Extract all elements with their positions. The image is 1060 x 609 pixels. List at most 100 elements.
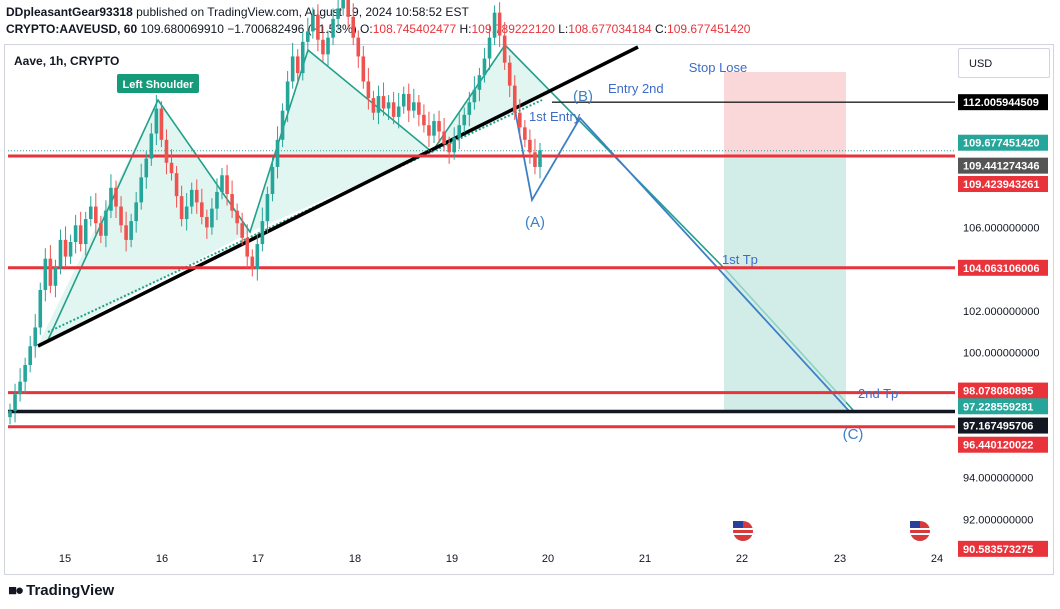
candle-body xyxy=(502,35,507,63)
candle-body xyxy=(341,0,345,9)
candle-body xyxy=(300,41,305,74)
close-label: C: xyxy=(655,22,668,36)
us-flag-icon-2 xyxy=(910,521,930,541)
candle-body xyxy=(134,202,138,222)
price-label-box xyxy=(958,259,1048,276)
candle-body xyxy=(396,106,401,117)
stop-zone xyxy=(724,72,846,155)
candle-body xyxy=(346,0,350,17)
candle-body xyxy=(523,127,527,140)
candle-body xyxy=(290,56,295,82)
candle-body xyxy=(159,108,164,140)
candle-body xyxy=(88,206,93,220)
candle-body xyxy=(205,216,209,228)
y-tick-label: 102.000000000 xyxy=(963,306,1039,318)
candle-body xyxy=(94,206,98,224)
high-value: 109.789222120 xyxy=(471,22,555,36)
candle-body xyxy=(422,114,426,126)
tradingview-logo[interactable]: ■● TradingView xyxy=(8,582,114,599)
x-tick-label: 16 xyxy=(156,553,168,565)
price-label-box xyxy=(958,382,1048,399)
candle-body xyxy=(512,85,517,113)
candle-body xyxy=(528,139,532,153)
candle-body xyxy=(311,14,315,32)
candle-body xyxy=(245,237,250,257)
chart-frame xyxy=(4,44,1054,575)
currency-button[interactable]: USD xyxy=(958,48,1050,78)
candle-body xyxy=(144,158,149,178)
x-tick-label: 24 xyxy=(931,553,943,565)
candle-body xyxy=(406,93,411,111)
candle-body xyxy=(18,381,22,395)
price-label-box xyxy=(958,398,1048,415)
price-label: 96.440120022 xyxy=(963,440,1033,452)
head-shoulders-outline xyxy=(47,43,854,411)
candle-body xyxy=(538,150,542,167)
candle-body xyxy=(189,189,194,207)
y-axis: 92.000000000 94.000000000 100.000000000 102… xyxy=(963,139,1039,526)
us-flag-icon-1 xyxy=(733,521,753,541)
candle-body xyxy=(13,394,17,411)
symbol-label: Aave, 1h, CRYPTO xyxy=(14,54,120,68)
candle-body xyxy=(235,210,239,224)
candle-body xyxy=(361,56,366,82)
candle-body xyxy=(275,139,280,167)
candle-body xyxy=(184,206,189,220)
left-shoulder-label: Left Shoulder xyxy=(123,79,195,91)
stop-lose-label: Stop Lose xyxy=(689,60,748,75)
price-label: 104.063106006 xyxy=(963,263,1039,275)
price-label-box xyxy=(958,176,1048,193)
low-label: L: xyxy=(558,22,569,36)
price-labels: 112.005944509 109.677451420 109.441274346 1… xyxy=(958,94,1048,557)
candle-body xyxy=(124,225,128,240)
publisher-name[interactable]: DDpleasantGear93318 xyxy=(6,5,133,19)
candle-body xyxy=(8,410,12,418)
y-tick-label: 100.000000000 xyxy=(963,348,1039,360)
candle-body xyxy=(23,365,27,382)
candle-body xyxy=(462,114,467,126)
candle-body xyxy=(215,191,219,209)
candle-body xyxy=(265,194,270,222)
publish-info: DDpleasantGear93318 published on Trading… xyxy=(6,5,469,19)
second-tp-label: 2nd Tp xyxy=(858,386,898,401)
candle-body xyxy=(210,208,214,228)
candle-body xyxy=(169,162,174,174)
candle-body xyxy=(99,223,103,236)
ticker: CRYPTO:AAVEUSD, 60 xyxy=(6,22,138,36)
candle-body xyxy=(391,102,396,117)
candle-body xyxy=(63,239,68,257)
candle-body xyxy=(38,289,43,328)
candle-body xyxy=(139,177,144,203)
candle-body xyxy=(43,258,48,290)
candle-body xyxy=(68,241,73,257)
open-label: O: xyxy=(360,22,373,36)
candle-body xyxy=(119,206,123,226)
candle-body xyxy=(154,108,159,134)
tradingview-logo-icon: ■● xyxy=(8,582,24,599)
candle-body xyxy=(326,37,330,55)
brand-name: TradingView xyxy=(26,582,115,599)
candle-body xyxy=(336,8,340,19)
x-tick-label: 17 xyxy=(252,553,264,565)
candle-body xyxy=(533,152,537,167)
price-label-box xyxy=(958,436,1048,453)
candle-body xyxy=(457,125,462,138)
candle-body xyxy=(129,221,133,240)
candle-body xyxy=(260,221,265,245)
candle-body xyxy=(73,225,78,242)
price-label-box xyxy=(958,94,1048,111)
candle-body xyxy=(487,37,492,59)
candle-body xyxy=(33,327,38,347)
candle-body xyxy=(114,187,118,207)
x-tick-label: 21 xyxy=(639,553,651,565)
left-shoulder-box xyxy=(117,74,199,93)
candle-body xyxy=(356,37,361,57)
candle-body xyxy=(280,110,285,140)
x-tick-label: 15 xyxy=(59,553,71,565)
head-shoulders-fill xyxy=(38,45,552,345)
candle-body xyxy=(437,121,441,132)
y-tick-label: 92.000000000 xyxy=(963,514,1033,526)
price-label: 97.228559281 xyxy=(963,401,1033,413)
candle-body xyxy=(53,267,58,286)
